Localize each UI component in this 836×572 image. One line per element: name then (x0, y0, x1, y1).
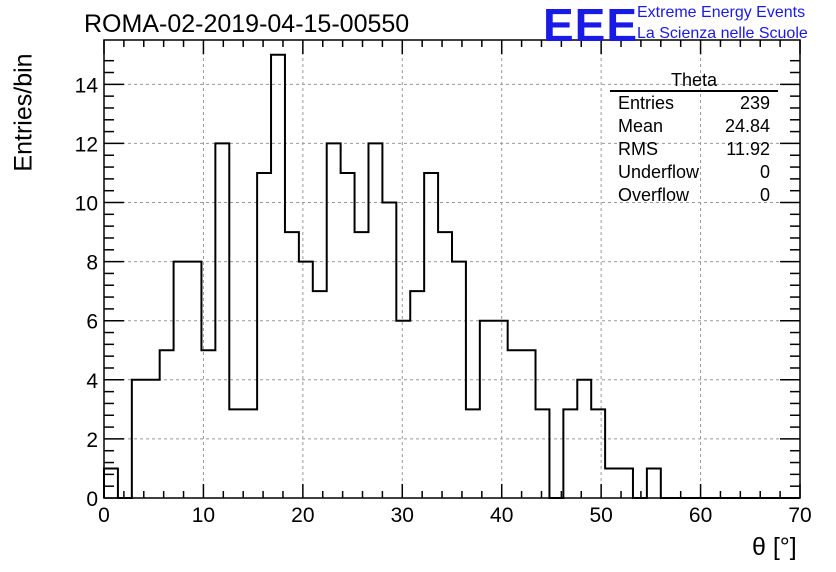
histogram-bin (341, 173, 355, 498)
x-tick-label: 40 (490, 504, 513, 527)
stats-row: Entries 239 (610, 92, 778, 115)
y-axis-label: Entries/bin (9, 53, 38, 172)
stats-box: Theta Entries 239 Mean 24.84 RMS 11.92 U… (610, 70, 778, 207)
logo-line-2: La Scienza nelle Scuole (637, 25, 808, 42)
histogram-bin (508, 350, 522, 498)
y-tick-label: 14 (75, 74, 99, 97)
histogram-bin (382, 203, 396, 498)
chart-title: ROMA-02-2019-04-15-00550 (84, 10, 410, 38)
y-tick-label: 6 (86, 311, 98, 334)
stats-value: 0 (759, 185, 770, 205)
histogram-bin (536, 409, 550, 498)
y-tick-label: 0 (86, 488, 98, 511)
histogram-outline (103, 53, 800, 499)
histogram-bin (424, 173, 438, 498)
eee-logo: EEE (543, 0, 639, 51)
x-tick-label: 20 (291, 504, 314, 527)
x-tick-label: 10 (192, 504, 215, 527)
histogram-bin (257, 173, 271, 498)
y-tick-label: 8 (86, 252, 98, 275)
x-tick-label: 50 (589, 504, 612, 527)
histogram-bin (215, 143, 229, 498)
stats-value: 239 (739, 93, 770, 113)
histogram-bin (285, 232, 299, 498)
stats-label: Entries (618, 93, 675, 113)
logo-line-1: Extreme Energy Events (637, 4, 806, 21)
stats-row: Overflow 0 (610, 184, 778, 207)
histogram-bin (466, 409, 480, 498)
x-tick-label: 0 (98, 504, 110, 527)
histogram-bin (104, 468, 118, 498)
histogram-bin (243, 409, 257, 498)
histogram-bin (160, 350, 174, 498)
stats-label: RMS (618, 139, 658, 159)
x-tick-label: 30 (391, 504, 414, 527)
histogram-bin (438, 232, 452, 498)
histogram-bin (494, 321, 508, 498)
histogram-bins (104, 55, 661, 498)
y-tick-label: 2 (86, 429, 98, 452)
stats-label: Mean (618, 116, 664, 136)
x-tick-label: 60 (689, 504, 712, 527)
histogram-bin (647, 468, 661, 498)
histogram-bin (174, 262, 188, 498)
x-tick-label: 70 (788, 504, 811, 527)
x-axis-label: θ [°] (752, 533, 797, 561)
y-tick-label: 10 (75, 193, 98, 216)
histogram-bin (132, 380, 146, 498)
y-tick-label: 12 (75, 133, 98, 156)
stats-value: 0 (759, 162, 770, 182)
stats-label: Overflow (618, 185, 690, 205)
stats-row: Mean 24.84 (610, 115, 778, 138)
y-tick-label: 4 (86, 370, 98, 393)
histogram-bin (605, 468, 619, 498)
stats-value: 24.84 (724, 116, 770, 136)
x-axis-ticks: 0 10 20 30 40 50 60 70 (98, 40, 812, 527)
stats-title: Theta (610, 70, 778, 92)
stats-row: RMS 11.92 (610, 138, 778, 161)
histogram-bin (355, 232, 369, 498)
histogram-bin (313, 291, 327, 498)
histogram-bin (591, 409, 605, 498)
y-axis-ticks: 0 2 4 6 8 10 12 14 (75, 59, 800, 511)
stats-row: Underflow 0 (610, 161, 778, 184)
histogram-bin (396, 321, 410, 498)
histogram-bin (410, 291, 424, 498)
histogram-bin (563, 409, 577, 498)
histogram-bin (229, 409, 243, 498)
stats-value: 11.92 (726, 139, 770, 159)
histogram-bin (480, 321, 494, 498)
plot-frame (103, 39, 801, 499)
histogram-bin (271, 55, 285, 498)
histogram-bin (522, 350, 536, 498)
stats-label: Underflow (618, 162, 700, 182)
